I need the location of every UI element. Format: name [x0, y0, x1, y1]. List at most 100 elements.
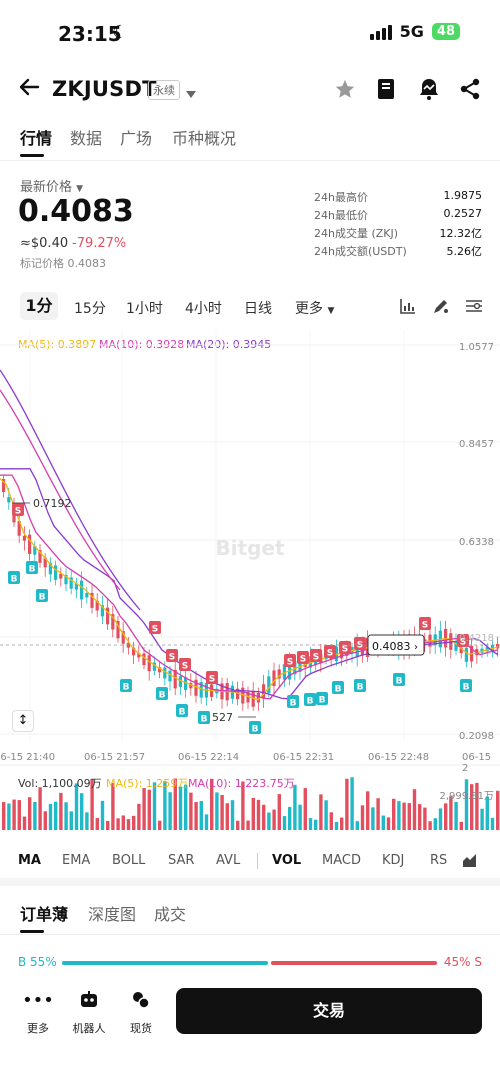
- stat-label: 24h最低价: [314, 209, 368, 222]
- buy-marker: B: [460, 679, 472, 693]
- tab-market[interactable]: 行情: [20, 129, 53, 148]
- indicator-boll[interactable]: BOLL: [112, 853, 146, 868]
- volume-bar: [293, 784, 297, 830]
- chart-settings-icon[interactable]: [465, 298, 483, 318]
- tab-orderbook[interactable]: 订单薄: [20, 905, 69, 924]
- svg-text:S: S: [300, 655, 306, 665]
- last-price-label[interactable]: 最新价格 ▼: [20, 180, 84, 195]
- volume-bar: [215, 792, 219, 830]
- x-tick: 06-15 22:31: [273, 752, 335, 763]
- buy-marker: B: [354, 679, 366, 693]
- volume-bar: [334, 821, 339, 830]
- timeframe-daily[interactable]: 日线: [244, 301, 272, 317]
- volume-bar: [48, 803, 53, 830]
- book-icon[interactable]: [376, 78, 396, 104]
- candle: [54, 565, 58, 580]
- buy-ratio: B 55%: [18, 955, 57, 969]
- candle: [173, 669, 177, 689]
- volume-bar: [360, 805, 365, 830]
- volume-bar: [303, 788, 307, 830]
- tab-trades[interactable]: 成交: [154, 905, 187, 924]
- sell-ratio-bar: [271, 961, 437, 965]
- timeframe-1m[interactable]: 1分: [20, 292, 58, 320]
- buy-marker: B: [120, 679, 132, 693]
- back-arrow-icon[interactable]: [18, 76, 40, 102]
- spot-label[interactable]: 现货: [130, 1022, 152, 1035]
- more-label[interactable]: 更多: [27, 1022, 49, 1035]
- x-tick: 06-15 22:14: [178, 752, 240, 763]
- indicator-settings-icon[interactable]: [462, 852, 478, 872]
- volume-bar: [298, 804, 302, 830]
- volume-bar: [355, 821, 359, 830]
- y-tick: 0.6338: [459, 537, 494, 548]
- volume-bar: [308, 818, 313, 830]
- candle: [74, 583, 78, 590]
- indicator-avl[interactable]: AVL: [216, 853, 241, 868]
- share-icon[interactable]: [459, 78, 481, 104]
- sell-marker: S: [297, 651, 309, 665]
- robot-icon[interactable]: [64, 990, 114, 1015]
- star-icon[interactable]: [334, 78, 356, 104]
- stat-value: 0.2527: [443, 207, 483, 220]
- volume-bar: [43, 811, 47, 830]
- candle: [38, 550, 42, 563]
- svg-text:S: S: [169, 653, 175, 663]
- candle: [90, 592, 94, 608]
- chart-type-icon[interactable]: [400, 298, 416, 318]
- alert-bell-icon[interactable]: [418, 77, 440, 105]
- candle: [137, 653, 141, 658]
- svg-text:B: B: [357, 683, 364, 693]
- indicator-kdj[interactable]: KDJ: [382, 853, 405, 868]
- tab-coin-overview[interactable]: 币种概况: [172, 129, 237, 148]
- volume-bar: [340, 817, 344, 830]
- indicator-ma[interactable]: MA: [18, 853, 41, 868]
- volume-bar: [2, 802, 6, 830]
- watermark: Bitget: [215, 536, 285, 560]
- volume-bar: [173, 778, 177, 830]
- indicator-sar[interactable]: SAR: [168, 853, 195, 868]
- svg-text:B: B: [201, 715, 208, 725]
- tab-square[interactable]: 广场: [120, 129, 153, 148]
- indicator-vol[interactable]: VOL: [272, 853, 302, 868]
- tab-data[interactable]: 数据: [70, 129, 103, 148]
- draw-tool-icon[interactable]: [432, 297, 450, 319]
- buy-marker: B: [316, 692, 328, 706]
- svg-text:B: B: [252, 725, 259, 735]
- spot-icon[interactable]: [116, 990, 166, 1015]
- chevron-down-icon[interactable]: [186, 84, 196, 103]
- volume-bar: [74, 783, 79, 830]
- svg-text:S: S: [152, 625, 158, 635]
- trade-button[interactable]: 交易: [176, 988, 482, 1034]
- timeframe-15m[interactable]: 15分: [74, 301, 106, 317]
- symbol-title[interactable]: ZKJUSDT: [52, 77, 157, 101]
- timeframe-1h[interactable]: 1小时: [126, 301, 163, 317]
- sell-marker: S: [324, 645, 336, 659]
- ma20-line: [0, 468, 499, 700]
- volume-bar: [199, 800, 203, 830]
- robot-label[interactable]: 机器人: [72, 1022, 106, 1035]
- more-dots-icon[interactable]: •••: [22, 990, 54, 1011]
- volume-bar: [204, 814, 209, 830]
- tab-depth[interactable]: 深度图: [88, 905, 137, 924]
- volume-bar: [329, 812, 333, 830]
- indicator-ema[interactable]: EMA: [62, 853, 91, 868]
- volume-bar: [402, 802, 406, 830]
- candle: [459, 647, 463, 654]
- candle: [28, 534, 32, 554]
- timeframe-4h[interactable]: 4小时: [185, 301, 222, 317]
- volume-bar: [288, 806, 292, 830]
- candle: [152, 662, 156, 671]
- candle: [267, 676, 271, 694]
- indicator-rsi[interactable]: RS: [430, 853, 448, 868]
- timeframe-more[interactable]: 更多 ▼: [295, 301, 335, 317]
- signal-icon: [369, 24, 392, 40]
- candle: [293, 661, 297, 675]
- volume-bar: [69, 811, 73, 830]
- volume-bar: [33, 801, 37, 830]
- expand-vertical-icon[interactable]: ↕: [12, 710, 34, 732]
- candle: [490, 644, 494, 651]
- volume-bar: [178, 786, 183, 830]
- indicator-macd[interactable]: MACD: [322, 853, 361, 868]
- volume-bar: [7, 803, 11, 830]
